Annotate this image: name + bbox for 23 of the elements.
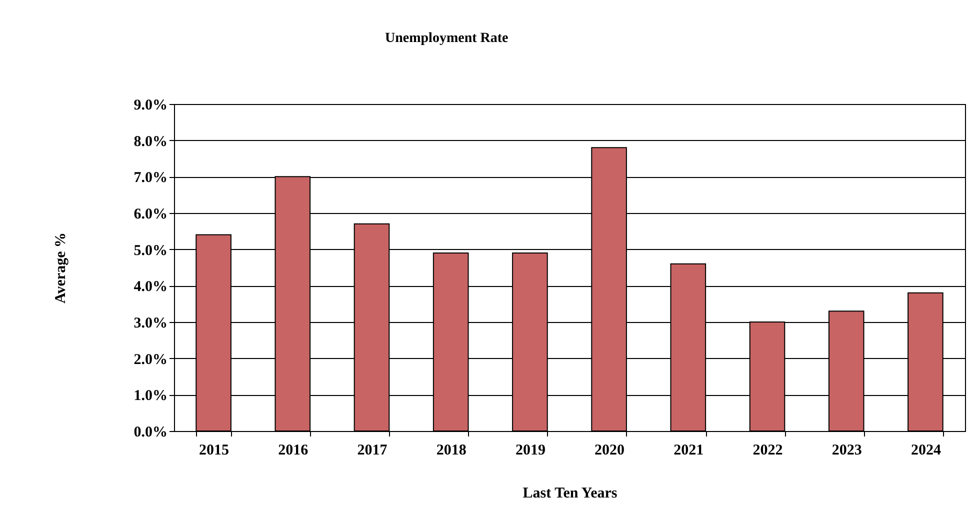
x-axis-title: Last Ten Years — [522, 486, 618, 502]
y-tick-label: 5.0% — [134, 242, 168, 259]
x-tick-label: 2021 — [674, 442, 704, 458]
y-tick-label: 9.0% — [134, 98, 168, 114]
x-tick-label: 2016 — [278, 442, 309, 458]
x-tick-label: 2024 — [910, 442, 942, 458]
y-tick-label: 1.0% — [134, 388, 168, 404]
y-tick-label: 0.0% — [134, 424, 168, 440]
y-tick-label: 6.0% — [134, 206, 168, 222]
x-tick-label: 2015 — [199, 442, 230, 458]
x-tick-label: 2018 — [436, 442, 466, 458]
x-tick-label: 2022 — [752, 442, 783, 458]
x-tick-label: 2017 — [357, 442, 388, 458]
y-axis-title: Average % — [52, 232, 69, 304]
x-tick-label: 2019 — [515, 442, 546, 458]
y-tick-label: 8.0% — [134, 134, 168, 150]
x-tick-label: 2020 — [594, 442, 625, 458]
y-tick-label: 7.0% — [134, 170, 168, 186]
y-tick-label: 2.0% — [134, 352, 168, 368]
y-tick-label: 4.0% — [134, 279, 168, 296]
x-tick-label: 2023 — [832, 442, 862, 458]
y-tick-label: 3.0% — [134, 316, 168, 332]
chart-title: Unemployment Rate — [385, 31, 508, 46]
